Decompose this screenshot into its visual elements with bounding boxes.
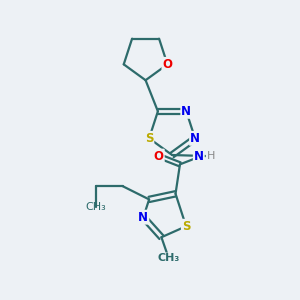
Text: O: O xyxy=(154,150,164,163)
Text: S: S xyxy=(182,220,190,233)
Text: N: N xyxy=(138,211,148,224)
Text: O: O xyxy=(162,58,172,71)
Text: CH₃: CH₃ xyxy=(158,254,180,263)
Text: H: H xyxy=(206,151,215,161)
Text: N: N xyxy=(194,150,204,163)
Text: S: S xyxy=(145,132,153,145)
Text: N: N xyxy=(190,132,200,145)
Text: CH₃: CH₃ xyxy=(86,202,106,212)
Text: N: N xyxy=(181,105,191,118)
